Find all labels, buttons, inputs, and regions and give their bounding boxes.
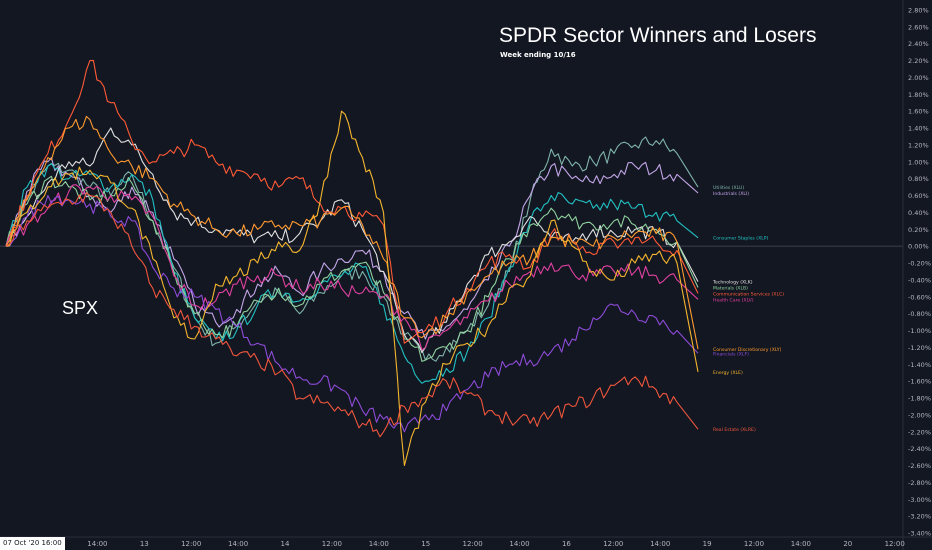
- series-end-label: Energy (XLE): [713, 370, 743, 376]
- x-tick-label: 12:00: [744, 540, 764, 548]
- series-line[interactable]: [5, 115, 699, 350]
- series-line[interactable]: [5, 136, 699, 362]
- y-tick-label: -1.20%: [908, 344, 931, 352]
- x-tick-label: 15: [421, 540, 430, 548]
- y-tick-label: -2.40%: [908, 445, 931, 453]
- y-tick-label: 1.80%: [908, 91, 929, 99]
- y-tick-label: 0.40%: [908, 209, 929, 217]
- y-tick-label: -1.80%: [908, 395, 931, 403]
- y-tick-label: 0.60%: [908, 192, 929, 200]
- series-line[interactable]: [5, 127, 699, 354]
- series-end-label: Consumer Staples (XLP): [713, 236, 769, 242]
- x-tick-label: 12:00: [322, 540, 342, 548]
- series-end-labels: Utilities (XLU)Industrials (XLI) Consumer…: [712, 185, 784, 433]
- y-tick-label: -0.60%: [908, 293, 931, 301]
- series-line[interactable]: [5, 175, 699, 362]
- plot-area: [0, 59, 903, 467]
- series-end-label: Industrials (XLI): [713, 191, 749, 197]
- series-end-label: Financials (XLF): [713, 351, 749, 357]
- series-end-label: Technology (XLK): [712, 280, 753, 286]
- y-tick-label: -2.60%: [908, 462, 931, 470]
- y-tick-label: -3.40%: [908, 530, 931, 538]
- x-tick-label: 12:00: [181, 540, 201, 548]
- y-tick-label: 1.20%: [908, 141, 929, 149]
- x-tick-label: 14:00: [509, 540, 529, 548]
- y-tick-label: -2.80%: [908, 479, 931, 487]
- x-tick-label: 14:00: [791, 540, 811, 548]
- y-tick-label: -0.20%: [908, 260, 931, 268]
- y-tick-label: 0.20%: [908, 226, 929, 234]
- x-axis[interactable]: 0014:001312:0014:001412:0014:001512:0014…: [0, 536, 932, 548]
- y-tick-label: -0.80%: [908, 310, 931, 318]
- x-tick-label: 14:00: [369, 540, 389, 548]
- y-tick-label: -2.00%: [908, 411, 931, 419]
- y-tick-label: 2.60%: [908, 23, 929, 31]
- y-tick-label: 0.00%: [908, 243, 929, 251]
- y-tick-label: 2.00%: [908, 74, 929, 82]
- y-axis[interactable]: 2.80% 2.60% 2.40% 2.20% 2.00% 1.80% 1.60% 1.40%…: [902, 0, 931, 550]
- x-tick-label: 14:00: [228, 540, 248, 548]
- y-tick-label: 2.80%: [908, 6, 929, 14]
- x-tick-label: 14:00: [87, 540, 107, 548]
- x-tick-label: 12:00: [463, 540, 483, 548]
- x-tick-label: 12:00: [885, 540, 905, 548]
- series-line[interactable]: [5, 184, 699, 351]
- x-tick-label: 19: [703, 540, 712, 548]
- x-tick-label: 13: [140, 540, 149, 548]
- chart-subtitle: Week ending 10/16: [500, 51, 576, 59]
- series-line[interactable]: [5, 194, 699, 433]
- y-tick-label: -0.40%: [908, 276, 931, 284]
- series-end-label: Communication Services (XLC): [713, 291, 784, 297]
- series-line[interactable]: [5, 157, 699, 340]
- series-line[interactable]: [5, 162, 699, 384]
- x-tick-label: 20: [843, 540, 852, 548]
- index-label: SPX: [62, 298, 99, 318]
- y-tick-label: 1.60%: [908, 108, 929, 116]
- series-line[interactable]: [5, 59, 699, 344]
- y-tick-label: -3.00%: [908, 496, 931, 504]
- y-tick-label: 1.40%: [908, 125, 929, 133]
- x-tick-label: 16: [562, 540, 571, 548]
- y-tick-label: -3.20%: [908, 513, 931, 521]
- series-end-label: Consumer Discretionary (XLY): [713, 347, 782, 353]
- series-end-label: Health Care (XLV): [713, 297, 754, 303]
- y-tick-label: 1.00%: [908, 158, 929, 166]
- series-line[interactable]: [5, 192, 699, 438]
- y-tick-label: -2.20%: [908, 428, 931, 436]
- y-tick-label: 0.80%: [908, 175, 929, 183]
- series-line[interactable]: [5, 110, 699, 467]
- crosshair-date-label: 07 Oct '20 16:00: [0, 537, 65, 550]
- series-end-label: Utilities (XLU): [713, 185, 744, 191]
- y-tick-label: -1.60%: [908, 378, 931, 386]
- y-tick-label: 2.20%: [908, 57, 929, 65]
- y-tick-label: -1.00%: [908, 327, 931, 335]
- y-tick-label: -1.40%: [908, 361, 931, 369]
- y-tick-label: 2.40%: [908, 40, 929, 48]
- series-end-label: Materials (XLB): [713, 285, 748, 291]
- chart-title: SPDR Sector Winners and Losers: [499, 24, 817, 47]
- x-tick-label: 12:00: [603, 540, 623, 548]
- x-tick-label: 14:00: [650, 540, 670, 548]
- x-tick-label: 14: [281, 540, 290, 548]
- series-end-label: Real Estate (XLRE): [713, 427, 756, 433]
